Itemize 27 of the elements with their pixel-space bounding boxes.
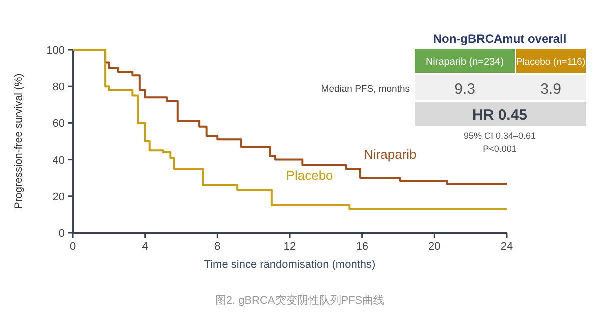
series-label: Niraparib xyxy=(364,146,417,162)
x-axis-title: Time since randomisation (months) xyxy=(204,259,376,271)
x-tick-label: 4 xyxy=(142,241,148,253)
annotation: 95% CI 0.34–0.61 xyxy=(464,131,536,141)
text: 3.9 xyxy=(540,81,562,98)
x-tick-label: 16 xyxy=(356,241,368,253)
y-tick-label: 100 xyxy=(46,45,65,57)
x-tick-label: 20 xyxy=(428,241,441,253)
y-tick-label: 80 xyxy=(52,82,65,94)
annotation: 9.3 xyxy=(454,81,476,98)
y-axis-title: Progression-free survival (%) xyxy=(13,74,25,210)
y-tick-label: 40 xyxy=(52,154,65,167)
annotation: Niraparib (n=234) xyxy=(426,57,504,68)
text: Placebo (n=116) xyxy=(516,57,586,68)
annotation: HR 0.45 xyxy=(472,107,528,124)
annotation: Median PFS, months xyxy=(321,84,410,95)
x-tick-label: 24 xyxy=(500,241,514,253)
x-tick-label: 12 xyxy=(284,241,296,253)
y-tick-label: 20 xyxy=(52,191,65,204)
x-tick-label: 8 xyxy=(214,241,221,253)
x-tick-label: 0 xyxy=(70,241,76,253)
series-label: Placebo xyxy=(286,168,334,183)
caption: 图2. gBRCA突变阴性队列PFS曲线 xyxy=(215,294,385,307)
y-tick-label: 60 xyxy=(52,118,65,130)
y-tick-label: 0 xyxy=(58,228,65,240)
annotation: P<0.001 xyxy=(483,144,517,154)
text: Non-gBRCAmut overall xyxy=(433,32,567,46)
